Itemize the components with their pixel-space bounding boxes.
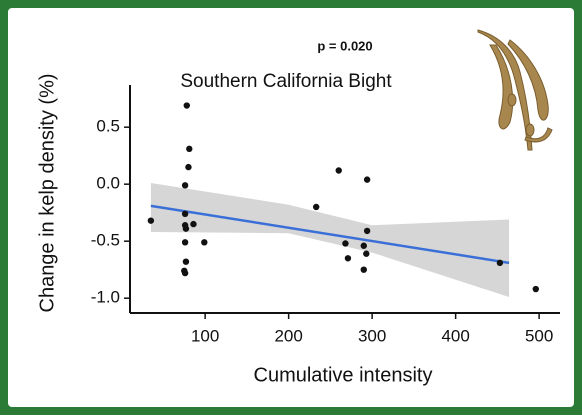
point [363, 176, 371, 183]
y-tick-label: 0.0 [96, 174, 120, 193]
x-tick-label: 400 [441, 326, 469, 345]
annotation: p = 0.020 [317, 38, 372, 53]
x-tick-label: 100 [191, 326, 219, 345]
point [342, 240, 349, 247]
point [182, 258, 190, 265]
chart-title: Southern California Bight [180, 71, 392, 92]
point [496, 259, 504, 267]
point [185, 163, 192, 171]
point [181, 269, 189, 277]
x-tick-label: 500 [525, 326, 553, 345]
point [360, 266, 367, 273]
point [183, 102, 190, 109]
x-axis-label: Cumulative intensity [254, 364, 433, 386]
point [335, 167, 342, 174]
point [363, 250, 370, 257]
y-tick-label: -0.5 [91, 231, 120, 250]
fit-line [150, 204, 510, 265]
point [147, 217, 155, 224]
y-tick-label: -1.0 [91, 288, 120, 307]
point [181, 182, 189, 189]
point [360, 242, 367, 249]
point [532, 285, 539, 293]
y-tick-label: 0.5 [96, 117, 120, 136]
point [363, 227, 371, 235]
point [182, 225, 190, 232]
point [186, 145, 193, 153]
point [344, 255, 352, 262]
kelp-icon [477, 29, 553, 151]
point [181, 210, 189, 218]
point [190, 220, 197, 228]
x-tick-label: 300 [358, 326, 386, 345]
y-axis-label: Change in kelp density (%) [36, 73, 58, 312]
point [201, 239, 208, 246]
x-tick-label: 200 [274, 326, 302, 345]
point [181, 239, 189, 246]
confidence-band [150, 183, 510, 298]
point [312, 203, 320, 211]
